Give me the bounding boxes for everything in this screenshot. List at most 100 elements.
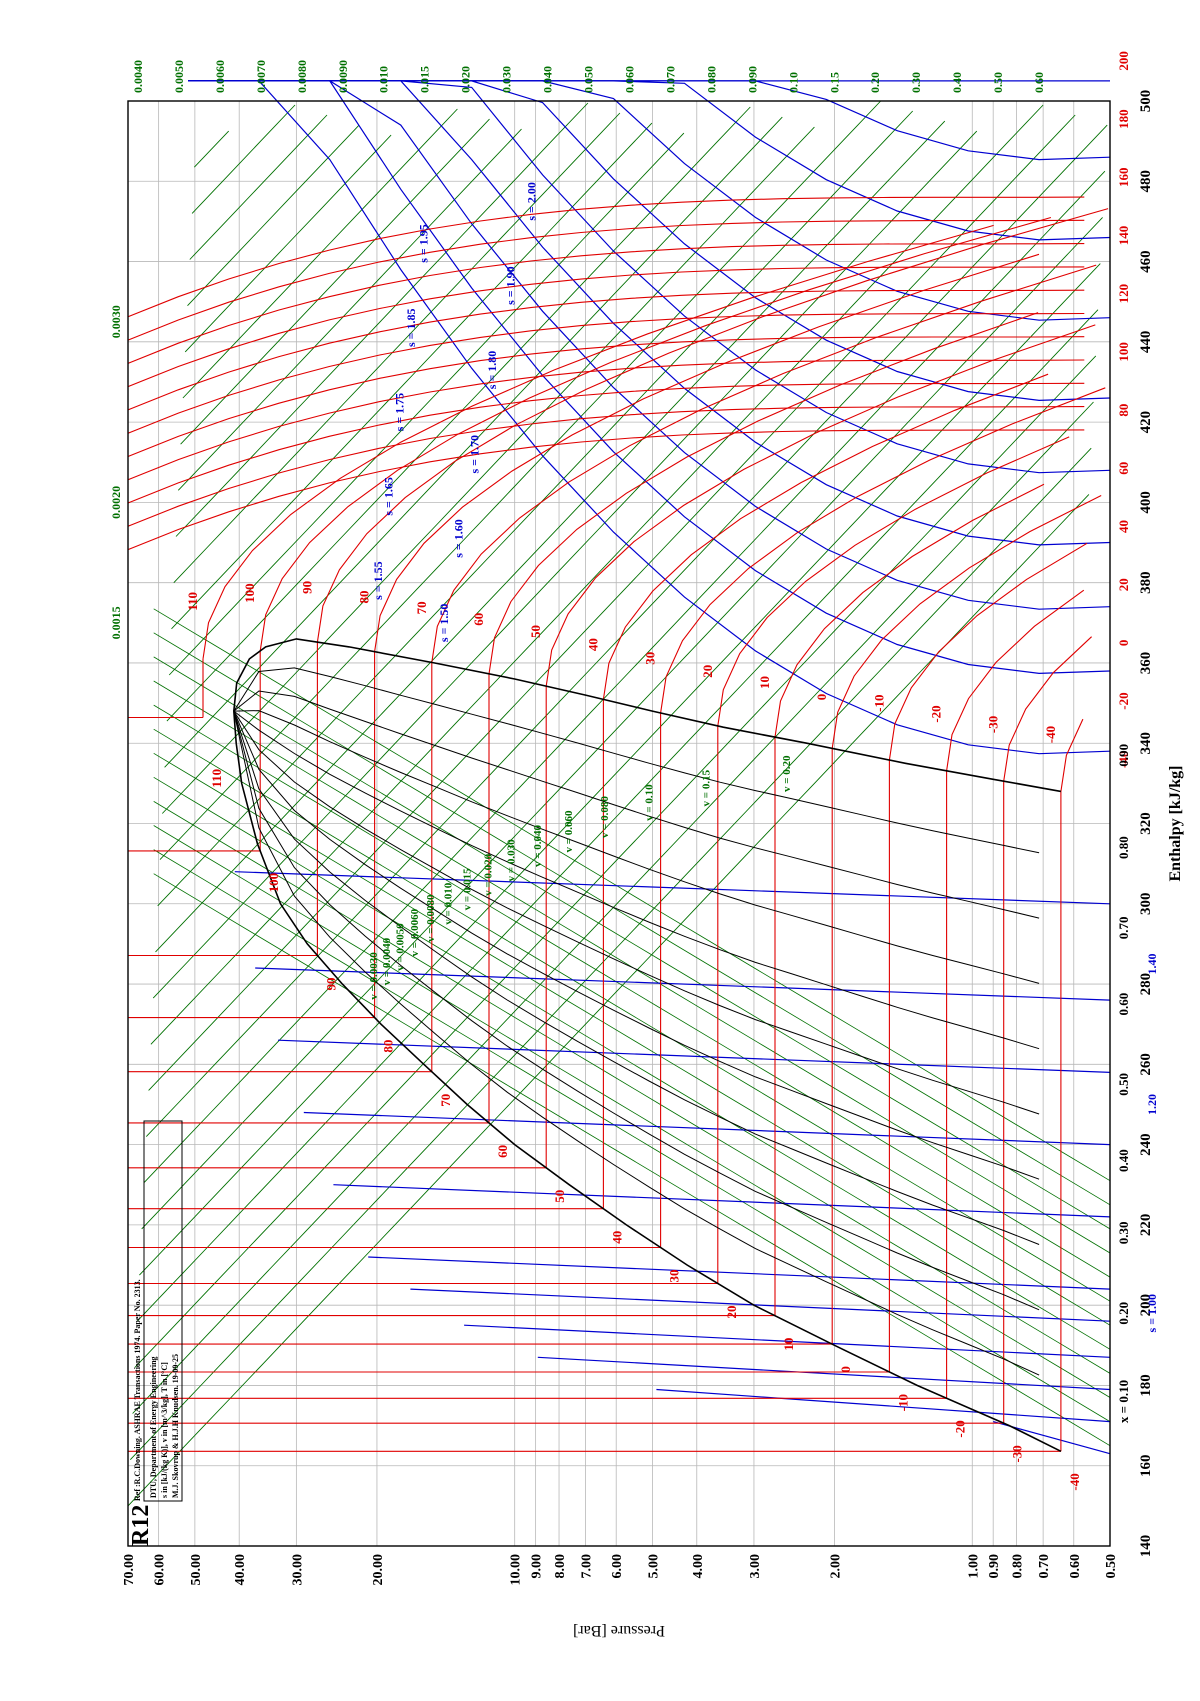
temperature-edge-label: 180 [1116, 109, 1131, 129]
isotherm-vapor [660, 387, 1106, 714]
entropy-line [188, 80, 1111, 755]
volume-line [127, 494, 1090, 1507]
volume-top-label: 0.0050 [172, 60, 186, 93]
volume-line [136, 309, 1099, 1322]
temperature-edge-label: -40 [1116, 751, 1131, 768]
entropy-line [188, 80, 1111, 241]
volume-line [143, 170, 1106, 1184]
volume-line [159, 100, 882, 860]
entropy-line [333, 1184, 1111, 1218]
volume-top-label: 0.020 [459, 66, 473, 93]
isotherm-label-vapor: -40 [1043, 726, 1058, 743]
volume-line [187, 124, 360, 307]
volume-line-liquid [153, 849, 1111, 1422]
temperature-edge-label: 100 [1116, 342, 1131, 362]
quality-line [233, 690, 1040, 919]
entropy-line [656, 1388, 1111, 1423]
x-tick-label: 220 [1138, 1214, 1154, 1237]
volume-inner-label: v = 0.20 [781, 755, 793, 792]
volume-line [161, 126, 815, 814]
volume-line [134, 355, 1097, 1368]
volume-line [173, 112, 621, 584]
volume-inner-label: v = 0.0080 [425, 894, 437, 942]
volume-line-liquid [153, 873, 1111, 1447]
volume-top-label: 0.40 [950, 72, 964, 93]
isotherm-label-liquid: 20 [724, 1305, 739, 1318]
x-tick-label: 320 [1138, 812, 1154, 835]
temperature-edge-label: -20 [1116, 692, 1131, 709]
x-tick-label: 160 [1138, 1454, 1154, 1477]
info-line-2: s in [kJ/(kg K)], v in [m^3/kg], T in [°… [160, 1362, 169, 1498]
y-tick-label: 0.70 [1037, 1554, 1052, 1579]
y-tick-label: 8.00 [553, 1554, 568, 1579]
y-tick-label: 70.00 [122, 1554, 137, 1586]
volume-left-label: 0.0020 [109, 486, 123, 519]
x-tick-label: 180 [1138, 1374, 1154, 1397]
volume-top-label: 0.040 [541, 66, 555, 93]
entropy-lines [188, 80, 1111, 1455]
chart-labels: 1401601802002202402602803003203403603804… [109, 51, 1184, 1639]
x-tick-label: 480 [1138, 170, 1154, 193]
isotherm-vapor [374, 253, 1040, 652]
x-tick-label: 460 [1138, 250, 1154, 273]
temperature-edge-label: 80 [1116, 404, 1131, 417]
volume-top-label: 0.30 [909, 72, 923, 93]
plot-border [127, 100, 1111, 1547]
x-tick-label: 300 [1138, 893, 1154, 916]
isotherm-label-vapor: 80 [357, 591, 372, 604]
entropy-label: s = 1.70 [467, 435, 481, 474]
volume-line [177, 128, 522, 491]
volume-top-label: 0.060 [622, 66, 636, 93]
temperature-edge-label: 160 [1116, 168, 1131, 188]
isotherm-vapor [1060, 718, 1084, 792]
entropy-line [188, 80, 1111, 675]
volume-line-liquid [153, 656, 1111, 1230]
volume-line [166, 106, 751, 722]
isotherm-high [127, 382, 1085, 504]
entropy-label: s = 1.55 [371, 561, 385, 600]
quality-label: 0.40 [1116, 1149, 1131, 1172]
volume-line-liquid [153, 632, 1111, 1206]
volume-line-liquid [153, 801, 1111, 1374]
isotherm-vapor [202, 224, 994, 659]
temperature-edge-label: 60 [1116, 462, 1131, 475]
isotherm-high [127, 406, 1085, 527]
entropy-line [188, 80, 1111, 610]
isotherm-label-vapor: 60 [471, 613, 486, 626]
y-tick-label: 40.00 [233, 1554, 248, 1586]
y-tick-label: 3.00 [748, 1554, 763, 1579]
isotherm-high [127, 196, 1085, 318]
volume-top-label: 0.15 [827, 72, 841, 93]
isotherm-high [127, 289, 1085, 411]
x-tick-label: 280 [1138, 973, 1154, 996]
volume-line-liquid [153, 752, 1111, 1326]
isotherm-label-vapor: -20 [929, 705, 944, 722]
volume-inner-label: v = 0.020 [482, 853, 494, 896]
volume-left-label: 0.0015 [109, 606, 123, 639]
isotherm-label-liquid: 60 [495, 1145, 510, 1158]
y-tick-label: 2.00 [829, 1554, 844, 1579]
isotherm-label-liquid: 100 [266, 873, 281, 893]
entropy-line [537, 1356, 1111, 1391]
isotherm-vapor [946, 589, 1085, 771]
volume-top-label: 0.0080 [295, 60, 309, 93]
volume-line [155, 120, 946, 953]
volume-inner-label: v = 0.060 [563, 810, 575, 853]
x-tick-label: 200 [1138, 1294, 1154, 1317]
isotherm-label-vapor: 90 [299, 581, 314, 594]
volume-inner-label: v = 0.010 [442, 882, 454, 925]
volume-top-label: 0.010 [377, 66, 391, 93]
saturated-liquid-line [233, 711, 1062, 1453]
isotherm-label-vapor: 40 [585, 638, 600, 651]
volume-line [191, 104, 296, 214]
volume-line [182, 108, 458, 399]
isotherm-high [127, 336, 1085, 458]
isotherm-vapor [717, 436, 1070, 726]
volume-inner-label: v = 0.030 [506, 839, 518, 882]
entropy-line [255, 967, 1111, 1001]
y-tick-label: 9.00 [530, 1554, 545, 1579]
volume-line [175, 102, 589, 537]
entropy-line [277, 1039, 1111, 1073]
x-axis-title: Enthalpy [kJ/kg] [1167, 765, 1184, 881]
